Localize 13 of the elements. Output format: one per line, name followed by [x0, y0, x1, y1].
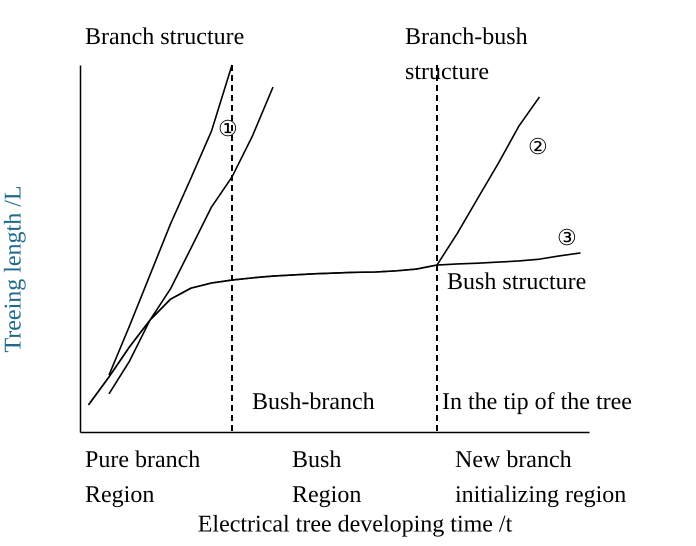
annotation: ② [528, 134, 548, 159]
annotation: ① [218, 116, 238, 141]
annotation: In the tip of the tree [442, 389, 632, 415]
annotation: ③ [557, 225, 577, 250]
x-axis-title: Electrical tree developing time /t [198, 512, 513, 538]
text: Bush Region [292, 447, 362, 508]
annotation: Bush-branch [252, 389, 375, 415]
text: New branch initializing region [455, 447, 626, 508]
annotation: Bush structure [447, 269, 586, 295]
y-axis-title: Treeing length /L [0, 185, 26, 353]
text: Pure branch Region [85, 447, 200, 508]
annotation: Branch-bush structure [405, 24, 528, 85]
text: Branch structure [85, 24, 244, 50]
